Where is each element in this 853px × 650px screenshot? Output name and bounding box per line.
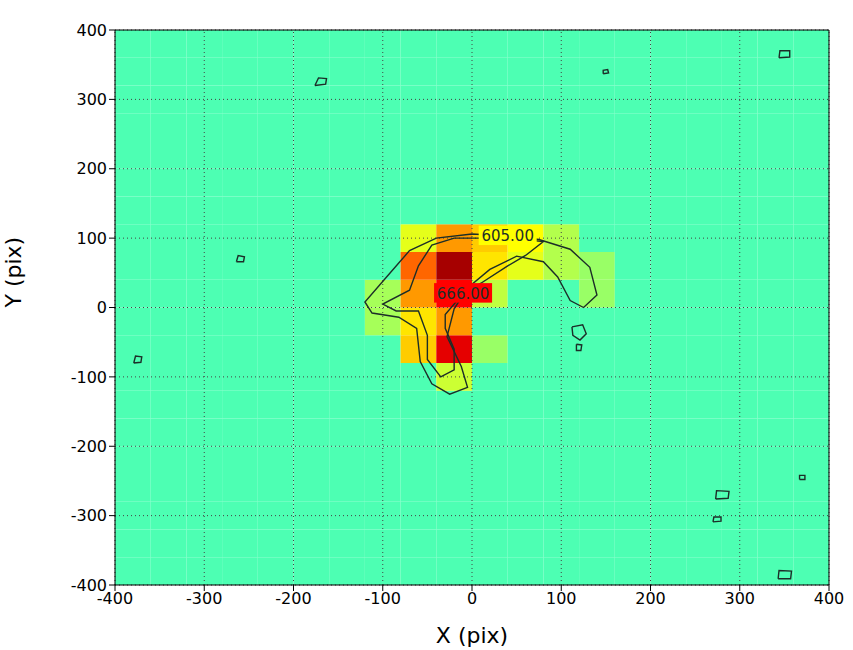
svg-text:400: 400 [76,21,107,40]
svg-text:300: 300 [76,90,107,109]
svg-text:Y (pix): Y (pix) [1,237,26,309]
svg-text:-200: -200 [275,589,311,608]
svg-text:100: 100 [76,229,107,248]
svg-text:-300: -300 [71,506,107,525]
svg-text:100: 100 [546,589,577,608]
svg-text:-100: -100 [365,589,401,608]
svg-text:300: 300 [724,589,755,608]
svg-text:666.00: 666.00 [437,285,490,303]
svg-text:0: 0 [467,589,477,608]
svg-text:400: 400 [814,589,845,608]
svg-text:200: 200 [76,159,107,178]
svg-text:-100: -100 [71,368,107,387]
svg-text:-400: -400 [96,589,134,609]
svg-text:-200: -200 [71,437,107,456]
svg-text:-300: -300 [186,589,222,608]
svg-text:X (pix): X (pix) [436,623,508,648]
svg-text:200: 200 [635,589,666,608]
svg-text:605.00: 605.00 [481,227,534,245]
svg-text:-400: -400 [71,576,107,595]
svg-text:0: 0 [97,298,107,317]
